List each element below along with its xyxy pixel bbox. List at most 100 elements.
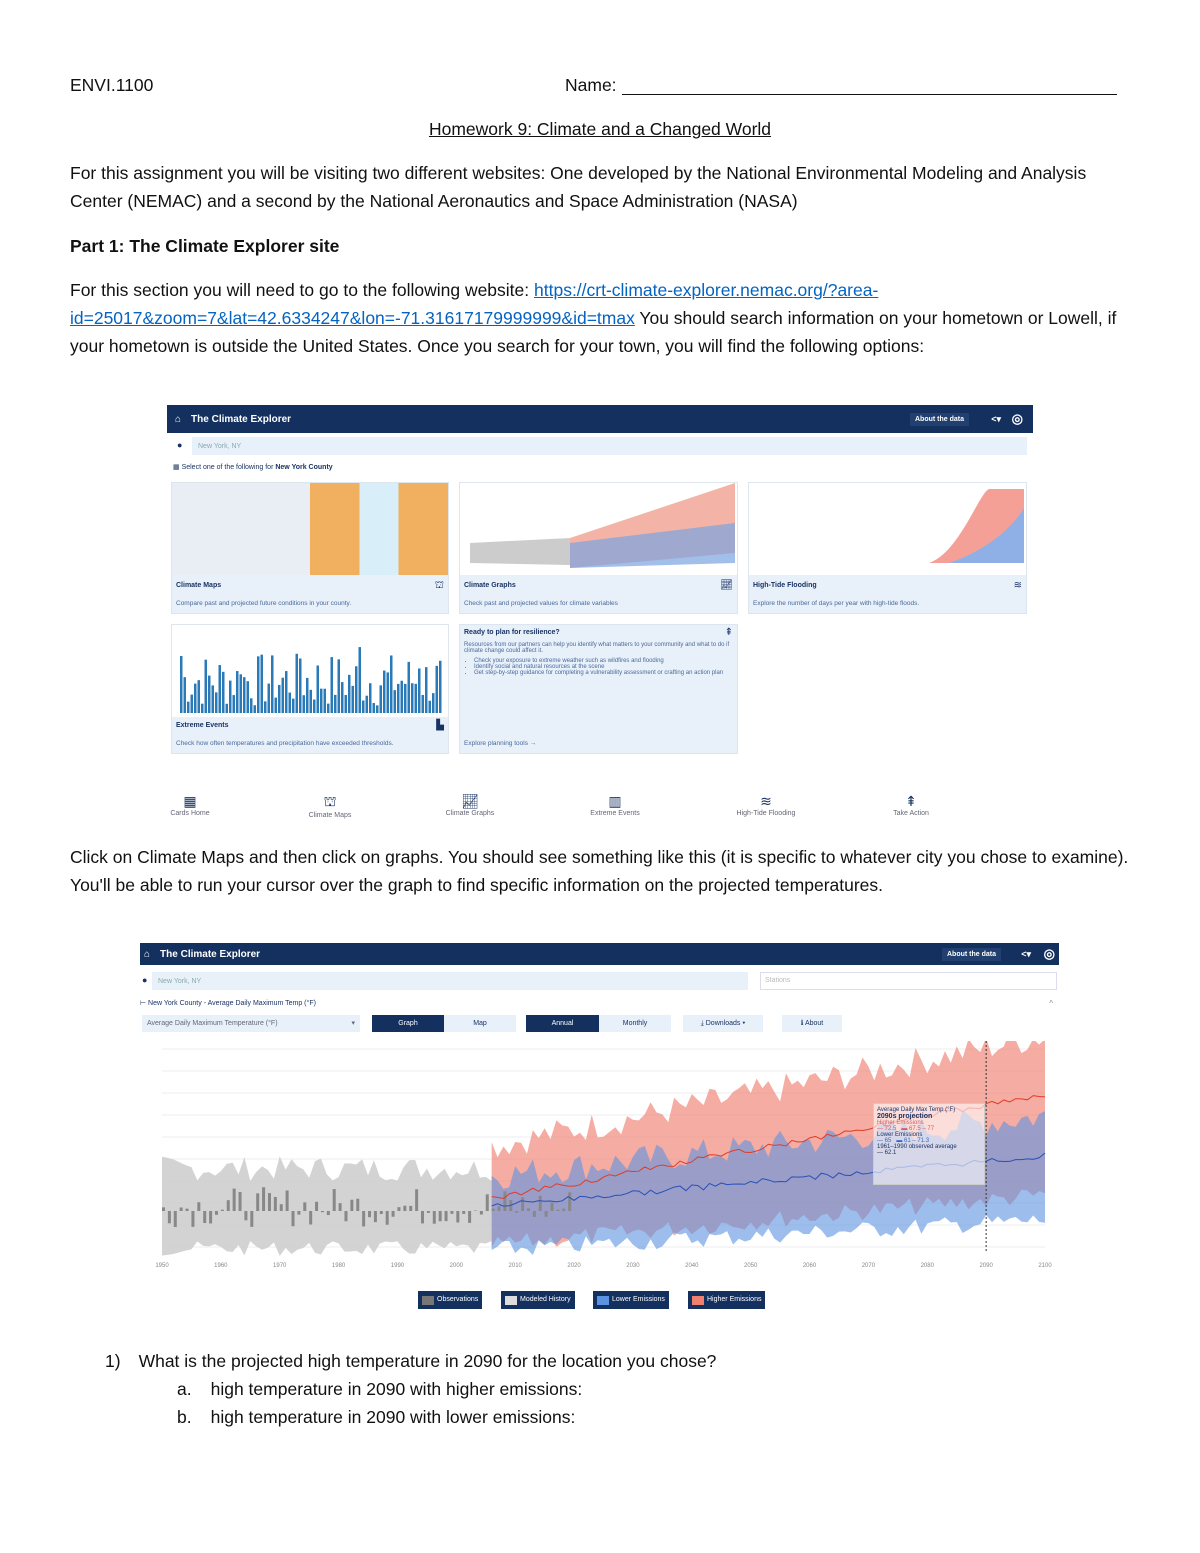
thumbnail-bar (211, 685, 214, 713)
thumbnail-bar (271, 655, 274, 713)
thumbnail-bar (348, 674, 351, 713)
x-tick-label: 2010 (509, 1263, 523, 1269)
observation-bar (315, 1201, 319, 1211)
observation-bar (185, 1208, 189, 1211)
x-tick-label: 1990 (391, 1263, 405, 1269)
graph-toggle[interactable]: Graph (372, 1015, 444, 1032)
observation-bar (244, 1211, 248, 1221)
observation-bar (450, 1211, 454, 1214)
observation-bar (379, 1211, 383, 1214)
card-climate-graphs[interactable]: Climate Graphs 📈︎ Check past and project… (459, 482, 738, 614)
about-button[interactable]: ℹ About (782, 1015, 842, 1032)
collapse-icon[interactable]: ^ (1049, 999, 1053, 1008)
observation-bar (491, 1208, 495, 1211)
thumbnail-bar (204, 659, 207, 713)
card-desc: Check past and projected values for clim… (464, 600, 618, 607)
x-tick-label: 2060 (803, 1263, 817, 1269)
about-data-button[interactable]: About the data (942, 947, 1001, 961)
thumbnail-bar (323, 688, 326, 713)
nav-extreme-events[interactable]: ▥ Extreme Events (590, 793, 640, 817)
thumbnail-bar (400, 680, 403, 713)
observation-bar (432, 1211, 436, 1224)
about-data-button[interactable]: About the data (910, 412, 969, 426)
plan-bullet: Check your exposure to extreme weather s… (474, 658, 733, 664)
annual-toggle[interactable]: Annual (526, 1015, 599, 1032)
nav-take-action[interactable]: ⇞ Take Action (893, 793, 929, 817)
observation-bar (391, 1211, 395, 1217)
variable-select[interactable]: Average Daily Maximum Temperature (°F) ▾ (142, 1015, 360, 1032)
climate-explorer-link[interactable]: https://crt-climate-explorer.nemac.org/?… (70, 280, 879, 328)
thumbnail-bar (386, 672, 389, 713)
card-take-action[interactable]: Ready to plan for resilience? ⇞ Resource… (459, 624, 738, 754)
map-icon: ⛫ (434, 580, 444, 591)
observation-bar (167, 1211, 171, 1224)
nav-climate-graphs[interactable]: 📈︎ Climate Graphs (445, 793, 495, 817)
thumbnail-bar (264, 701, 267, 713)
card-extreme-events[interactable]: Extreme Events ▙ Check how often tempera… (171, 624, 449, 754)
share-icon[interactable]: <▾ (1021, 948, 1031, 959)
thumbnail-bar (208, 675, 211, 713)
x-tick-label: 2020 (567, 1263, 581, 1269)
plan-desc: Resources from our partners can help you… (464, 642, 730, 654)
card-high-tide-flooding[interactable]: High-Tide Flooding ≋ Explore the number … (748, 482, 1027, 614)
globe-icon[interactable]: ◎ (1043, 946, 1055, 961)
explore-planning-link[interactable]: Explore planning tools → (464, 740, 537, 747)
location-search[interactable]: New York, NY (152, 972, 748, 990)
x-tick-label: 1970 (273, 1263, 287, 1269)
breadcrumb: ⊢ New York County - Average Daily Maximu… (140, 1000, 316, 1007)
observation-bar (291, 1211, 295, 1227)
globe-icon[interactable]: ◎ (1011, 411, 1023, 426)
card-climate-maps[interactable]: Climate Maps ⛫ Compare past and projecte… (171, 482, 449, 614)
part1-text: For this section you will need to go to … (70, 280, 534, 300)
legend-higher-emissions[interactable]: Higher Emissions (688, 1291, 766, 1309)
nav-cards-home[interactable]: ▦ Cards Home (170, 793, 210, 817)
name-line[interactable] (622, 94, 1117, 95)
thumbnail-bar (421, 694, 424, 713)
app-title: The Climate Explorer (191, 413, 292, 425)
card-desc: Compare past and projected future condit… (176, 600, 352, 607)
thumbnail-bar (393, 690, 396, 713)
observation-bar (220, 1209, 224, 1211)
observation-bar (362, 1211, 366, 1227)
downloads-button[interactable]: ⤓ Downloads ▾ (683, 1015, 763, 1032)
nav-climate-maps[interactable]: ⛫ Climate Maps (308, 793, 352, 819)
thumbnail-bar (302, 695, 305, 713)
observation-bar (332, 1189, 336, 1211)
thumbnail-bar (428, 700, 431, 713)
name-label: Name: (565, 75, 617, 95)
map-toggle[interactable]: Map (444, 1015, 516, 1032)
x-tick-label: 2000 (450, 1263, 464, 1269)
thumbnail-bar (222, 671, 225, 713)
nav-high-tide-flooding[interactable]: ≋ High-Tide Flooding (736, 793, 796, 817)
thumbnail-bar (246, 681, 249, 713)
observation-bar (409, 1205, 413, 1211)
monthly-toggle[interactable]: Monthly (599, 1015, 671, 1032)
app-header: ⌂ The Climate Explorer About the data <▾… (140, 943, 1059, 965)
legend-lower-emissions[interactable]: Lower Emissions (593, 1291, 669, 1309)
thumbnail-bar (313, 699, 316, 713)
observation-bar (326, 1211, 330, 1216)
location-search[interactable]: New York, NY (192, 437, 1027, 455)
observation-bar (273, 1196, 277, 1211)
stations-select[interactable]: Stations (760, 972, 1057, 990)
card-title: Extreme Events (176, 722, 229, 729)
home-icon[interactable]: ⌂ (144, 948, 151, 960)
home-icon[interactable]: ⌂ (175, 413, 182, 425)
x-tick-label: 2100 (1038, 1263, 1052, 1269)
thumbnail-bar (257, 656, 260, 713)
observation-bar (526, 1208, 530, 1211)
thumbnail-bar (383, 670, 386, 713)
legend-modeled-history[interactable]: Modeled History (501, 1291, 575, 1309)
thumbnail-bar (194, 683, 197, 713)
legend-observations[interactable]: Observations (418, 1291, 483, 1309)
observation-bar (320, 1211, 324, 1213)
observation-bar (568, 1192, 572, 1211)
thumbnail-bar (253, 705, 256, 713)
tooltip-title: Average Daily Max Temp (°F) (877, 1107, 956, 1113)
x-tick-label: 1950 (155, 1263, 169, 1269)
card-desc: Explore the number of days per year with… (753, 600, 920, 607)
observation-bar (338, 1203, 342, 1211)
share-icon[interactable]: <▾ (991, 413, 1001, 424)
plan-bullets: Check your exposure to extreme weather s… (474, 658, 733, 676)
thumbnail-bar (397, 683, 400, 713)
